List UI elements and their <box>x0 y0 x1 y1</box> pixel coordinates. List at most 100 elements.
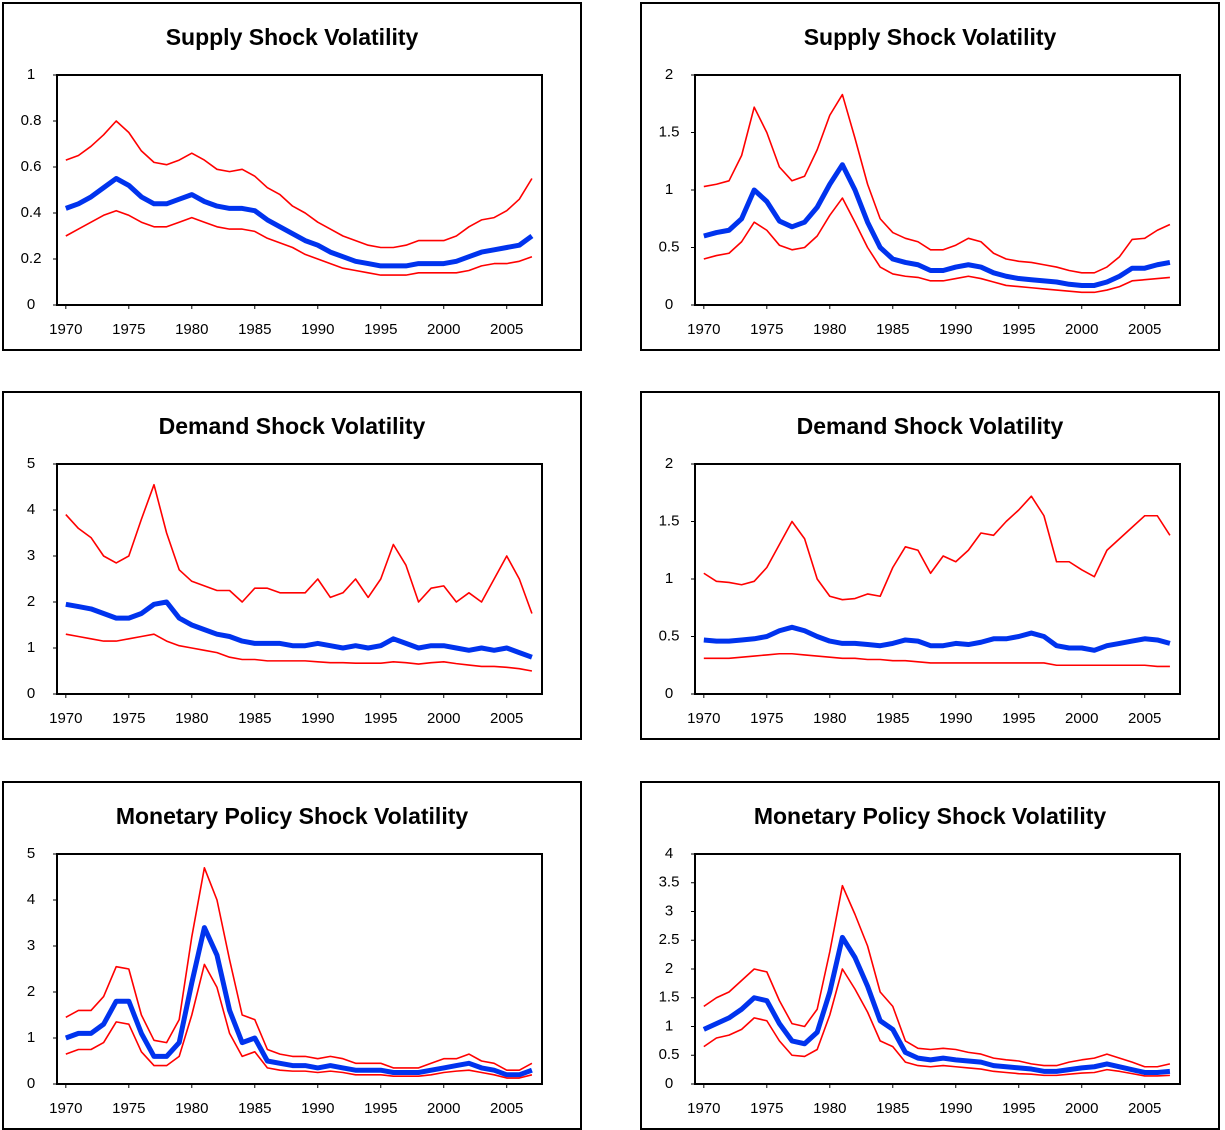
x-tick-label: 1975 <box>750 710 783 727</box>
y-tick-label: 2 <box>665 960 673 977</box>
chart-title: Demand Shock Volatility <box>797 413 1064 439</box>
y-tick-label: 1.5 <box>659 123 680 140</box>
y-tick-label: 2 <box>665 455 673 472</box>
y-tick-label: 1 <box>665 570 673 587</box>
series-line <box>65 633 533 672</box>
x-tick-label: 1975 <box>112 321 145 338</box>
plot-area <box>694 853 1181 1085</box>
x-tick-label: 1990 <box>939 710 972 727</box>
x-tick-label: 1985 <box>238 1100 271 1117</box>
series-line <box>702 934 1171 1075</box>
y-tick-label: 1 <box>665 1017 673 1034</box>
y-tick-label: 1.5 <box>659 989 680 1006</box>
y-tick-label: 3.5 <box>659 874 680 891</box>
x-tick-label: 1995 <box>364 710 397 727</box>
y-tick-label: 2 <box>27 593 35 610</box>
x-tick-label: 2000 <box>1065 321 1098 338</box>
y-tick-label: 5 <box>27 455 35 472</box>
x-tick-label: 1970 <box>49 1100 82 1117</box>
y-tick-label: 0.4 <box>21 204 42 221</box>
x-tick-label: 1975 <box>750 321 783 338</box>
series-line <box>703 495 1171 601</box>
y-tick-label: 3 <box>665 902 673 919</box>
y-tick-label: 2.5 <box>659 931 680 948</box>
x-tick-label: 2005 <box>490 1100 523 1117</box>
y-tick-label: 0 <box>27 685 35 702</box>
x-tick-label: 1990 <box>939 1100 972 1117</box>
y-tick-label: 0.8 <box>21 112 42 129</box>
y-tick-label: 0 <box>27 296 35 313</box>
series-line <box>703 884 1171 1068</box>
y-tick-label: 1 <box>27 66 35 83</box>
y-tick-label: 0 <box>27 1075 35 1092</box>
x-tick-label: 2005 <box>490 321 523 338</box>
series-line <box>65 483 533 614</box>
x-tick-label: 1990 <box>301 710 334 727</box>
panel-frame <box>2 2 582 351</box>
plot-area <box>56 463 543 695</box>
x-tick-label: 1995 <box>1002 321 1035 338</box>
x-tick-label: 1975 <box>112 1100 145 1117</box>
y-tick-label: 0.5 <box>659 238 680 255</box>
x-tick-label: 1980 <box>175 710 208 727</box>
chart-title: Monetary Policy Shock Volatility <box>754 803 1107 829</box>
series-line <box>65 120 533 249</box>
series-line <box>65 963 533 1079</box>
x-tick-label: 1995 <box>364 1100 397 1117</box>
x-tick-label: 1985 <box>238 710 271 727</box>
x-tick-label: 1990 <box>939 321 972 338</box>
panel-frame <box>640 781 1220 1130</box>
y-tick-label: 0.6 <box>21 158 42 175</box>
x-tick-label: 1980 <box>813 710 846 727</box>
series-line <box>703 968 1170 1077</box>
plot-area <box>694 463 1181 695</box>
plot-area <box>694 74 1181 306</box>
y-tick-label: 0 <box>665 296 673 313</box>
series-line <box>703 197 1170 294</box>
chart-title: Supply Shock Volatility <box>166 24 419 50</box>
x-tick-label: 1985 <box>238 321 271 338</box>
y-tick-label: 4 <box>27 501 35 518</box>
x-tick-label: 1970 <box>687 710 720 727</box>
series-line <box>65 209 533 276</box>
x-tick-label: 2005 <box>1128 321 1161 338</box>
chart-title: Monetary Policy Shock Volatility <box>116 803 469 829</box>
x-tick-label: 1995 <box>1002 1100 1035 1117</box>
x-tick-label: 1970 <box>49 321 82 338</box>
series-line <box>65 867 533 1071</box>
x-tick-label: 1985 <box>876 1100 909 1117</box>
plot-area <box>56 853 543 1085</box>
x-tick-label: 1970 <box>49 710 82 727</box>
x-tick-label: 1970 <box>687 321 720 338</box>
x-tick-label: 2000 <box>427 1100 460 1117</box>
x-tick-label: 1980 <box>813 1100 846 1117</box>
series-line <box>64 176 534 269</box>
y-tick-label: 2 <box>27 983 35 1000</box>
x-tick-label: 1975 <box>112 710 145 727</box>
x-tick-label: 1995 <box>1002 710 1035 727</box>
panel-frame <box>2 781 582 1130</box>
y-tick-label: 4 <box>665 845 673 862</box>
x-tick-label: 2005 <box>490 710 523 727</box>
x-tick-label: 1985 <box>876 710 909 727</box>
series-line <box>703 624 1171 653</box>
y-tick-label: 0.2 <box>21 250 42 267</box>
y-tick-label: 1 <box>27 639 35 656</box>
y-tick-label: 0 <box>665 685 673 702</box>
x-tick-label: 2000 <box>427 710 460 727</box>
x-tick-label: 1970 <box>687 1100 720 1117</box>
x-tick-label: 2000 <box>427 321 460 338</box>
series-line <box>65 599 533 660</box>
x-tick-label: 2000 <box>1065 1100 1098 1117</box>
y-tick-label: 1 <box>27 1029 35 1046</box>
x-tick-label: 2000 <box>1065 710 1098 727</box>
y-tick-label: 3 <box>27 937 35 954</box>
y-tick-label: 4 <box>27 891 35 908</box>
y-tick-label: 1.5 <box>659 512 680 529</box>
panel-frame <box>640 391 1220 740</box>
y-tick-label: 1 <box>665 181 673 198</box>
x-tick-label: 1985 <box>876 321 909 338</box>
series-line <box>703 93 1171 274</box>
x-tick-label: 1980 <box>175 1100 208 1117</box>
